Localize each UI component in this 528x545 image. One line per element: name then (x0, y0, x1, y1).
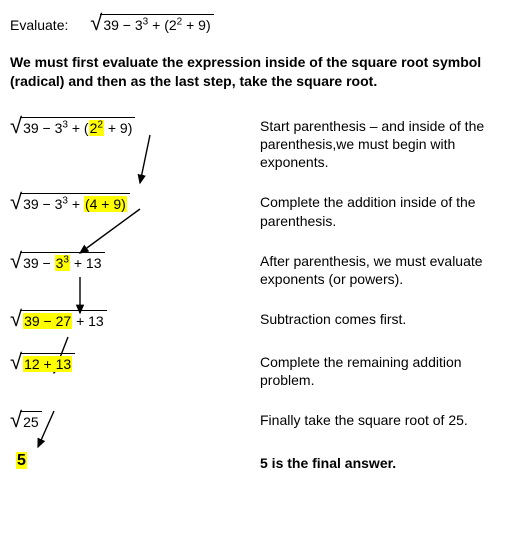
step-row: √39 − 33 + (22 + 9) Start parenthesis – a… (10, 115, 518, 172)
steps-container: √39 − 33 + (22 + 9) Start parenthesis – a… (10, 115, 518, 473)
prompt-radical: √ 39 − 33 + (22 + 9) (90, 12, 213, 35)
step-expr: √39 − 33 + (22 + 9) (10, 115, 260, 138)
step-radicand: 39 − 27 + 13 (20, 310, 107, 331)
step-row: √39 − 27 + 13 Subtraction comes first. (10, 308, 518, 331)
step-desc: Start parenthesis – and inside of the pa… (260, 115, 518, 172)
prompt-line: Evaluate: √ 39 − 33 + (22 + 9) (10, 12, 518, 35)
step-radicand: 39 − 33 + (22 + 9) (20, 117, 135, 138)
step-desc: Complete the remaining addition problem. (260, 351, 518, 389)
step-row: √12 + 13 Complete the remaining addition … (10, 351, 518, 389)
step-radicand: 39 − 33 + (4 + 9) (20, 193, 130, 214)
step-expr: √39 − 33 + (4 + 9) (10, 191, 260, 214)
step-expr: √25 (10, 409, 260, 432)
evaluate-label: Evaluate: (10, 17, 68, 33)
step-desc: Finally take the square root of 25. (260, 409, 518, 429)
final-value: 5 (16, 452, 27, 469)
step-expr: √39 − 33 + 13 (10, 250, 260, 273)
step-row: √25 Finally take the square root of 25. (10, 409, 518, 432)
intro-text: We must first evaluate the expression in… (10, 53, 518, 91)
step-desc: Complete the addition inside of the pare… (260, 191, 518, 229)
final-expr: 5 (10, 452, 260, 470)
step-desc: After parenthesis, we must evaluate expo… (260, 250, 518, 288)
step-radical: √39 − 33 + (4 + 9) (10, 191, 130, 214)
step-radical: √39 − 27 + 13 (10, 308, 107, 331)
step-radical: √39 − 33 + 13 (10, 250, 105, 273)
step-radical: √25 (10, 409, 42, 432)
final-desc: 5 is the final answer. (260, 452, 518, 472)
step-row: √39 − 33 + 13 After parenthesis, we must … (10, 250, 518, 288)
final-step: 5 5 is the final answer. (10, 452, 518, 472)
step-radicand: 12 + 13 (20, 353, 75, 374)
step-expr: √12 + 13 (10, 351, 260, 374)
prompt-radicand: 39 − 33 + (22 + 9) (100, 14, 213, 35)
step-radical: √12 + 13 (10, 351, 75, 374)
final-desc-text: 5 is the final answer. (260, 455, 396, 471)
step-expr: √39 − 27 + 13 (10, 308, 260, 331)
step-desc: Subtraction comes first. (260, 308, 518, 328)
step-radicand: 39 − 33 + 13 (20, 252, 104, 273)
step-radicand: 25 (20, 411, 42, 432)
step-row: √39 − 33 + (4 + 9) Complete the addition … (10, 191, 518, 229)
step-radical: √39 − 33 + (22 + 9) (10, 115, 135, 138)
